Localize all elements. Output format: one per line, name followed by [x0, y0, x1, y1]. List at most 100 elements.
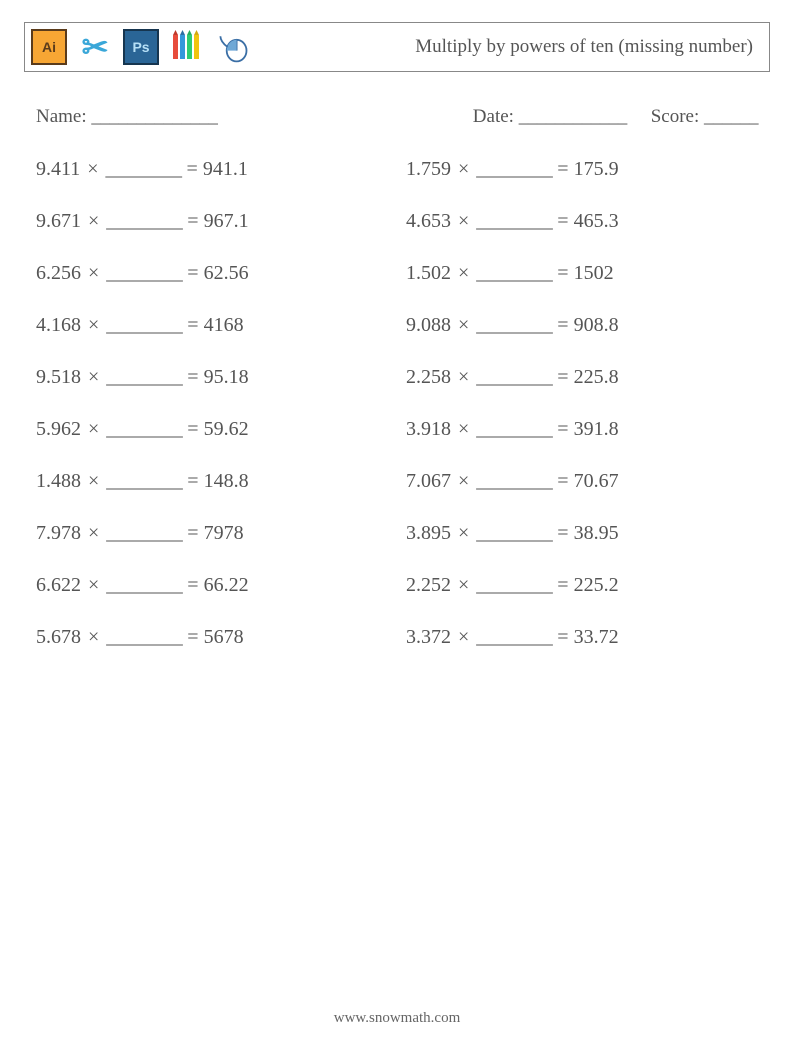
problem-right-0: 1.759 × ________ = 175.9 [406, 158, 758, 181]
operand-left: 5.678 [36, 626, 81, 648]
problem-left-6: 1.488 × ________ = 148.8 [36, 470, 388, 493]
equals-symbol: = [557, 366, 568, 388]
problem-left-0: 9.411 × ________ = 941.1 [36, 158, 388, 181]
problem-right-7: 3.895 × ________ = 38.95 [406, 522, 758, 545]
answer-blank[interactable]: ________ [476, 626, 552, 648]
answer-blank[interactable]: ________ [476, 470, 552, 492]
operand-left: 6.256 [36, 262, 81, 284]
multiply-symbol: × [86, 574, 101, 596]
answer-blank[interactable]: ________ [106, 158, 182, 180]
operand-left: 1.488 [36, 470, 81, 492]
multiply-symbol: × [86, 314, 101, 336]
worksheet-title: Multiply by powers of ten (missing numbe… [415, 36, 759, 58]
operand-left: 5.962 [36, 418, 81, 440]
equals-symbol: = [557, 574, 568, 596]
equals-symbol: = [187, 366, 198, 388]
operand-right: 967.1 [204, 210, 249, 232]
problem-left-7: 7.978 × ________ = 7978 [36, 522, 388, 545]
multiply-symbol: × [86, 262, 101, 284]
problem-right-1: 4.653 × ________ = 465.3 [406, 210, 758, 233]
answer-blank[interactable]: ________ [106, 626, 182, 648]
problem-right-6: 7.067 × ________ = 70.67 [406, 470, 758, 493]
operand-right: 4168 [204, 314, 244, 336]
operand-right: 941.1 [203, 158, 248, 180]
answer-blank[interactable]: ________ [106, 522, 182, 544]
equals-symbol: = [557, 314, 568, 336]
answer-blank[interactable]: ________ [106, 418, 182, 440]
equals-symbol: = [557, 522, 568, 544]
answer-blank[interactable]: ________ [106, 210, 182, 232]
equals-symbol: = [557, 158, 568, 180]
operand-left: 9.518 [36, 366, 81, 388]
operand-left: 4.653 [406, 210, 451, 232]
score-label: Score: [651, 106, 700, 127]
equals-symbol: = [557, 418, 568, 440]
operand-right: 391.8 [574, 418, 619, 440]
operand-right: 70.67 [574, 470, 619, 492]
equals-symbol: = [557, 262, 568, 284]
answer-blank[interactable]: ________ [476, 366, 552, 388]
equals-symbol: = [187, 418, 198, 440]
equals-symbol: = [557, 626, 568, 648]
multiply-symbol: × [456, 418, 471, 440]
problem-left-2: 6.256 × ________ = 62.56 [36, 262, 388, 285]
problem-right-9: 3.372 × ________ = 33.72 [406, 626, 758, 649]
answer-blank[interactable]: ________ [106, 262, 182, 284]
scissors-icon: ✂ [77, 29, 113, 65]
operand-left: 3.372 [406, 626, 451, 648]
multiply-symbol: × [456, 210, 471, 232]
answer-blank[interactable]: ________ [106, 470, 182, 492]
meta-row: Name: Date: Score: [36, 106, 758, 128]
tool-icon-strip: Ai ✂ Ps [31, 29, 251, 65]
problem-right-4: 2.258 × ________ = 225.8 [406, 366, 758, 389]
name-field: Name: [36, 106, 217, 128]
answer-blank[interactable]: ________ [106, 314, 182, 336]
photoshop-icon: Ps [123, 29, 159, 65]
operand-right: 95.18 [204, 366, 249, 388]
pencils-icon [169, 29, 205, 65]
operand-left: 2.258 [406, 366, 451, 388]
multiply-symbol: × [456, 314, 471, 336]
operand-left: 4.168 [36, 314, 81, 336]
problem-right-3: 9.088 × ________ = 908.8 [406, 314, 758, 337]
operand-left: 1.502 [406, 262, 451, 284]
operand-right: 465.3 [574, 210, 619, 232]
operand-left: 1.759 [406, 158, 451, 180]
header-bar: Ai ✂ Ps [24, 22, 770, 72]
multiply-symbol: × [86, 626, 101, 648]
operand-right: 66.22 [204, 574, 249, 596]
name-label: Name: [36, 106, 87, 127]
multiply-symbol: × [456, 158, 471, 180]
multiply-symbol: × [86, 522, 101, 544]
answer-blank[interactable]: ________ [476, 262, 552, 284]
answer-blank[interactable]: ________ [476, 574, 552, 596]
answer-blank[interactable]: ________ [476, 522, 552, 544]
multiply-symbol: × [86, 470, 101, 492]
answer-blank[interactable]: ________ [106, 366, 182, 388]
operand-left: 9.671 [36, 210, 81, 232]
equals-symbol: = [187, 262, 198, 284]
operand-right: 1502 [574, 262, 614, 284]
date-blank[interactable] [519, 106, 627, 127]
operand-right: 175.9 [574, 158, 619, 180]
problem-left-8: 6.622 × ________ = 66.22 [36, 574, 388, 597]
multiply-symbol: × [86, 418, 101, 440]
problem-left-3: 4.168 × ________ = 4168 [36, 314, 388, 337]
name-blank[interactable] [91, 106, 217, 127]
multiply-symbol: × [456, 574, 471, 596]
answer-blank[interactable]: ________ [476, 418, 552, 440]
equals-symbol: = [187, 470, 198, 492]
problem-right-8: 2.252 × ________ = 225.2 [406, 574, 758, 597]
answer-blank[interactable]: ________ [476, 158, 552, 180]
date-field: Date: [473, 106, 627, 128]
operand-right: 62.56 [204, 262, 249, 284]
problem-left-1: 9.671 × ________ = 967.1 [36, 210, 388, 233]
multiply-symbol: × [456, 262, 471, 284]
multiply-symbol: × [85, 158, 100, 180]
answer-blank[interactable]: ________ [106, 574, 182, 596]
answer-blank[interactable]: ________ [476, 210, 552, 232]
answer-blank[interactable]: ________ [476, 314, 552, 336]
score-blank[interactable] [704, 106, 758, 127]
operand-right: 225.8 [574, 366, 619, 388]
illustrator-icon: Ai [31, 29, 67, 65]
